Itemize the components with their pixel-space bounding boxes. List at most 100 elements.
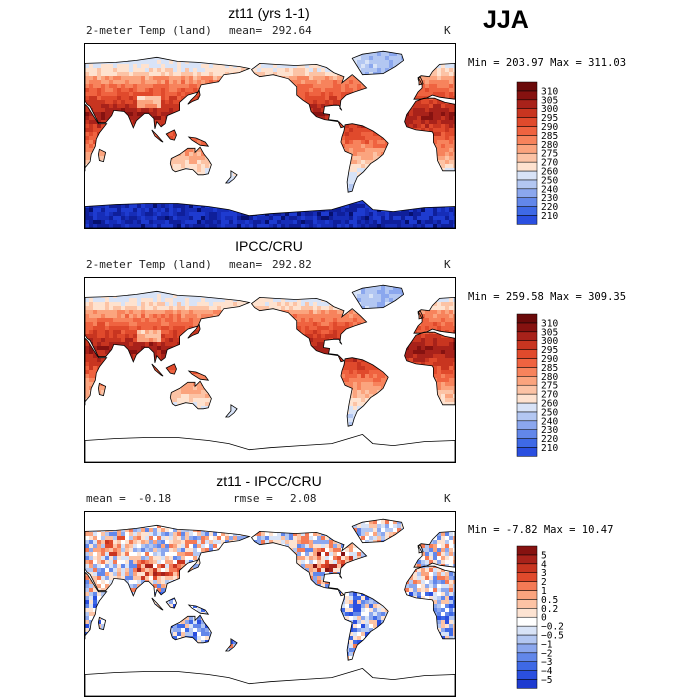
- colorbar-tick-label: 285: [541, 131, 558, 142]
- colorbar-tick-label: 210: [541, 211, 558, 222]
- panel-title: IPCC/CRU: [235, 238, 303, 254]
- colorbar-tick-label: 1: [541, 586, 547, 597]
- colorbar-swatch: [516, 643, 538, 654]
- colorbar-tick-label: 280: [541, 140, 558, 151]
- coastline-japan: [187, 556, 201, 573]
- coastline-newGuinea: [187, 370, 210, 381]
- map-model: [84, 43, 456, 229]
- min-max-stats: Min = 203.97 Max = 311.03: [468, 57, 627, 69]
- coastline-northAmerica: [250, 62, 368, 129]
- colorbar-tick-label: −4: [541, 666, 553, 677]
- colorbar-tick-label: 280: [541, 372, 558, 383]
- colorbar-swatch: [516, 358, 538, 368]
- colorbar-swatch: [516, 590, 538, 600]
- colorbar-tick-label: 0.2: [541, 604, 558, 615]
- colorbar-diff: 5 4 3 2 1 0.5 0.2 0 −0.2 −0.5 −1 −2 −3 −4 −5: [516, 545, 577, 689]
- min-max-stats: Min = -7.82 Max = 10.47: [468, 524, 614, 536]
- rmse-value: 2.08: [290, 492, 317, 505]
- coastline-sumatra: [151, 597, 164, 611]
- colorbar-swatch: [516, 411, 538, 422]
- coastline-africa: [85, 103, 108, 172]
- colorbar-tick-label: 300: [541, 336, 558, 347]
- colorbar-swatch: [516, 117, 538, 127]
- coastline-madagascar: [97, 616, 107, 631]
- colorbar-tick-label: 275: [541, 149, 558, 160]
- coastline-australia: [169, 380, 212, 410]
- coastline-southAmerica: [340, 123, 389, 193]
- colorbar-tick-label: 275: [541, 381, 558, 392]
- mean-value: 292.64: [272, 24, 312, 37]
- coastline-eurasia: [85, 524, 251, 597]
- colorbar-swatch: [516, 625, 538, 636]
- map-obs-svg: [85, 284, 455, 462]
- colorbar-swatch: [516, 652, 538, 662]
- coastline-australia: [169, 146, 212, 176]
- mean-label: mean=: [229, 258, 263, 271]
- min-max-stats: Min = 259.58 Max = 309.35: [468, 291, 627, 303]
- colorbar-swatch: [516, 108, 538, 118]
- colorbar-swatch: [516, 188, 538, 198]
- colorbar-tick-label: 5: [541, 550, 547, 561]
- mean-value: -0.18: [138, 492, 172, 505]
- colorbar-tick-label: 250: [541, 175, 558, 186]
- colorbar-swatch: [516, 99, 538, 109]
- coastline-southAmerica: [340, 357, 389, 427]
- rmse-label: rmse =: [233, 492, 273, 505]
- colorbar-model: 310 305 300 295 290 285 280 275 270 260 250 240 230 2…: [516, 81, 577, 225]
- colorbar-swatch: [516, 340, 538, 350]
- colorbar-tick-label: 310: [541, 318, 558, 329]
- map-model-svg: [85, 50, 455, 228]
- colorbar-tick-label: 250: [541, 407, 558, 418]
- colorbar-tick-label: 240: [541, 184, 558, 195]
- colorbar-swatch: [516, 376, 538, 386]
- coastline-southAmerica: [340, 591, 389, 661]
- colorbar-swatch: [516, 554, 538, 565]
- colorbar-swatch: [516, 90, 538, 101]
- colorbar-swatch: [516, 420, 538, 430]
- colorbar-tick-label: 305: [541, 95, 558, 106]
- colorbar-swatch: [516, 179, 538, 190]
- colorbar-tick-label: 285: [541, 363, 558, 374]
- coastline-europe: [413, 530, 455, 568]
- colorbar-tick-label: −0.5: [541, 631, 564, 642]
- colorbar-swatch: [516, 126, 538, 136]
- colorbar-tick-label: 270: [541, 390, 558, 401]
- colorbar-tick-label: 3: [541, 568, 547, 579]
- coastline-greatBritain: [417, 310, 424, 320]
- colorbar-tick-label: 295: [541, 345, 558, 356]
- coastline-northAmerica: [250, 296, 368, 363]
- colorbar-swatch: [516, 599, 538, 609]
- coastline-sumatra: [151, 363, 164, 377]
- colorbar-swatch: [516, 563, 538, 573]
- panel-title: zt11 (yrs 1-1): [228, 5, 310, 21]
- map-obs: [84, 277, 456, 463]
- colorbar-swatch: [516, 634, 538, 645]
- coastline-greenland: [351, 50, 405, 76]
- coastline-japan: [187, 322, 201, 339]
- colorbar-swatch: [516, 206, 538, 216]
- colorbar-swatch: [516, 81, 538, 92]
- colorbar-tick-label: 290: [541, 122, 558, 133]
- colorbar-swatch: [516, 679, 538, 689]
- coastline-europe: [413, 296, 455, 334]
- colorbar-swatch: [516, 152, 538, 163]
- colorbar-tick-label: 260: [541, 399, 558, 410]
- colorbar-tick-label: 260: [541, 167, 558, 178]
- coastline-japan: [187, 88, 201, 105]
- coastline-madagascar: [97, 148, 107, 163]
- coastline-greenland: [351, 284, 405, 310]
- colorbar-swatch: [516, 331, 538, 341]
- colorbar-swatch: [516, 402, 538, 413]
- season-label: JJA: [483, 6, 529, 34]
- colorbar-tick-label: −2: [541, 648, 552, 659]
- coastline-sumatra: [151, 129, 164, 143]
- coastline-greatBritain: [417, 544, 424, 554]
- mean-label: mean =: [86, 492, 126, 505]
- colorbar-swatch: [516, 144, 538, 154]
- coastline-greenland: [351, 518, 405, 544]
- colorbar-tick-label: 230: [541, 193, 558, 204]
- coastline-borneo: [165, 129, 177, 141]
- colorbar-tick-label: −5: [541, 675, 552, 686]
- colorbar-swatch: [516, 447, 538, 457]
